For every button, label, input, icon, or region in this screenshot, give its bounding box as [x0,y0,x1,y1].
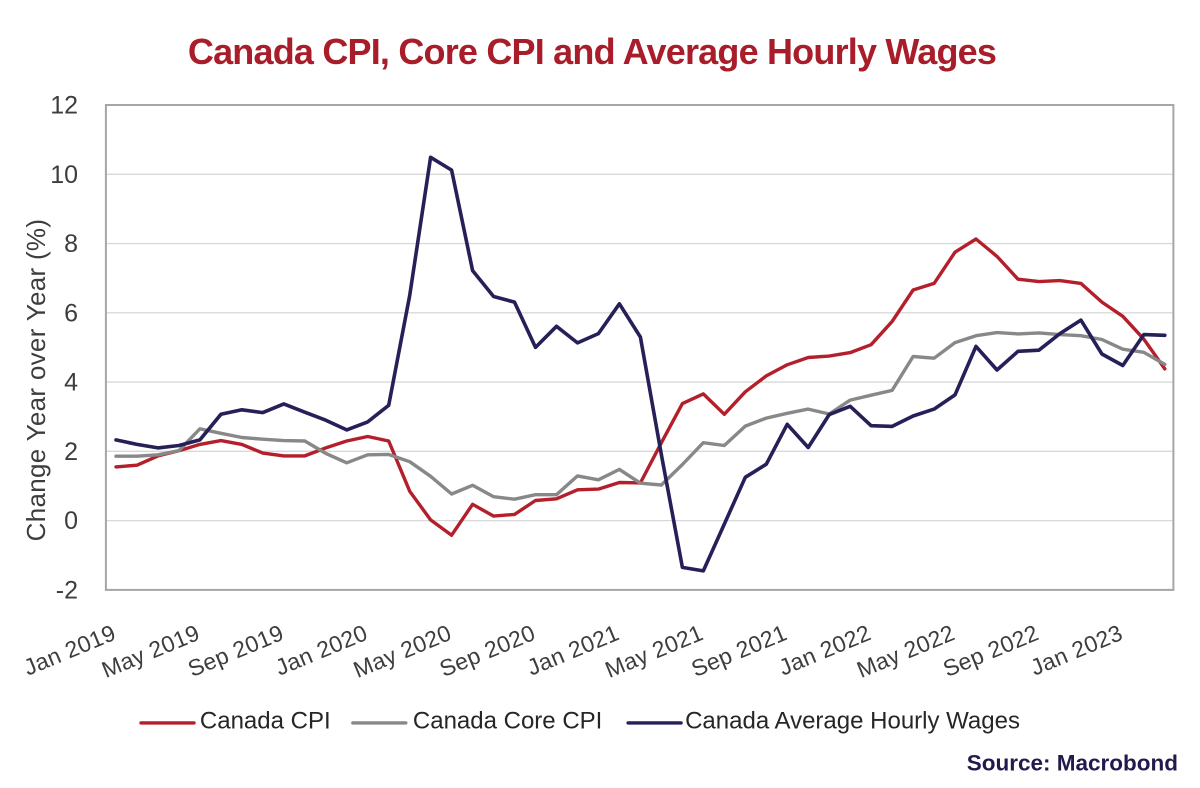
svg-text:12: 12 [50,92,78,120]
svg-text:6: 6 [64,299,78,327]
svg-text:-2: -2 [56,576,78,604]
svg-text:Canada CPI: Canada CPI [200,708,331,735]
svg-text:0: 0 [64,507,78,535]
svg-text:4: 4 [64,369,78,397]
svg-text:8: 8 [64,230,78,258]
svg-text:Canada Core CPI: Canada Core CPI [413,708,602,735]
svg-text:10: 10 [50,161,78,189]
svg-text:Canada Average Hourly Wages: Canada Average Hourly Wages [685,708,1020,735]
svg-text:Change Year over Year (%): Change Year over Year (%) [21,219,51,542]
svg-text:Canada CPI, Core CPI and Avera: Canada CPI, Core CPI and Average Hourly … [188,31,996,72]
svg-text:2: 2 [64,438,78,466]
svg-text:Source: Macrobond: Source: Macrobond [967,751,1178,776]
